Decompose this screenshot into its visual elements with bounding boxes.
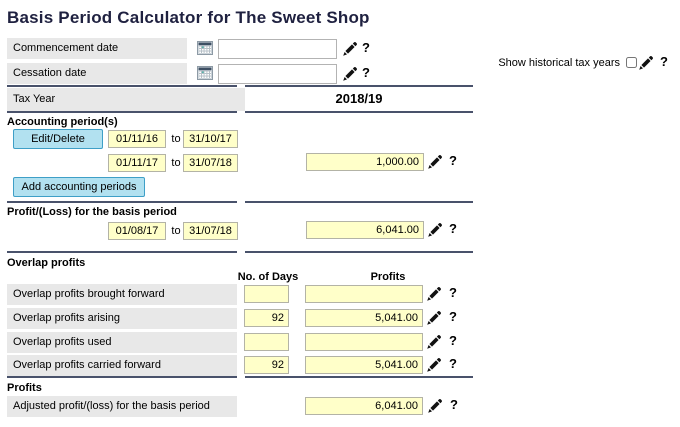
help-icon[interactable]: ?: [450, 397, 458, 412]
commencement-date-label: Commencement date: [7, 38, 187, 59]
divider: [245, 376, 473, 378]
divider: [7, 376, 237, 378]
overlap-days-input[interactable]: [244, 309, 289, 327]
to-label: to: [171, 225, 181, 237]
page-title: Basis Period Calculator for The Sweet Sh…: [7, 8, 370, 27]
help-icon[interactable]: ?: [449, 356, 457, 371]
divider: [7, 251, 237, 253]
divider: [245, 85, 473, 87]
calendar-icon[interactable]: [197, 41, 213, 55]
adjusted-profit-input[interactable]: [305, 397, 423, 415]
accounting-periods-heading: Accounting period(s): [7, 116, 118, 128]
edit-pencil-icon[interactable]: [427, 398, 443, 414]
show-historical-checkbox[interactable]: [626, 57, 637, 68]
basis-from-input[interactable]: [108, 222, 166, 240]
divider: [7, 111, 237, 113]
overlap-profits-input[interactable]: [305, 285, 423, 303]
overlap-profits-heading: Overlap profits: [7, 257, 86, 269]
overlap-days-input[interactable]: [244, 333, 289, 351]
divider: [245, 111, 473, 113]
calendar-icon[interactable]: [197, 66, 213, 80]
edit-pencil-icon[interactable]: [427, 154, 443, 170]
tax-year-value: 2018/19: [335, 91, 383, 106]
tax-year-label: Tax Year: [7, 88, 245, 111]
period-amount-input[interactable]: [306, 153, 424, 171]
period-from-input[interactable]: [108, 154, 166, 172]
help-icon[interactable]: ?: [449, 333, 457, 348]
basis-period-heading: Profit/(Loss) for the basis period: [7, 206, 177, 218]
divider: [245, 201, 473, 203]
basis-amount-input[interactable]: [306, 221, 424, 239]
help-icon[interactable]: ?: [362, 40, 370, 55]
edit-delete-button[interactable]: Edit/Delete: [13, 129, 103, 149]
divider: [245, 251, 473, 253]
overlap-row-label: Overlap profits brought forward: [7, 284, 237, 305]
overlap-profits-input[interactable]: [305, 333, 423, 351]
help-icon[interactable]: ?: [449, 221, 457, 236]
help-icon[interactable]: ?: [660, 54, 668, 69]
divider: [7, 201, 237, 203]
overlap-days-input[interactable]: [244, 285, 289, 303]
overlap-profits-input[interactable]: [305, 309, 423, 327]
overlap-row-label: Overlap profits carried forward: [7, 355, 237, 376]
to-label: to: [171, 133, 181, 145]
cessation-date-input[interactable]: [218, 64, 337, 84]
edit-pencil-icon[interactable]: [426, 310, 442, 326]
overlap-profits-input[interactable]: [305, 356, 423, 374]
edit-pencil-icon[interactable]: [427, 222, 443, 238]
edit-pencil-icon[interactable]: [342, 66, 358, 82]
cessation-date-label: Cessation date: [7, 63, 187, 84]
edit-pencil-icon[interactable]: [426, 334, 442, 350]
days-column-header: No. of Days: [237, 271, 299, 283]
edit-pencil-icon[interactable]: [426, 357, 442, 373]
overlap-row-label: Overlap profits used: [7, 332, 237, 353]
divider: [7, 85, 237, 87]
period-from-input[interactable]: [108, 130, 166, 148]
show-historical-label: Show historical tax years: [498, 57, 620, 69]
overlap-days-input[interactable]: [244, 356, 289, 374]
help-icon[interactable]: ?: [449, 285, 457, 300]
profits-column-header: Profits: [370, 271, 406, 283]
edit-pencil-icon[interactable]: [426, 286, 442, 302]
to-label: to: [171, 157, 181, 169]
period-to-input[interactable]: [183, 130, 238, 148]
commencement-date-input[interactable]: [218, 39, 337, 59]
help-icon[interactable]: ?: [362, 65, 370, 80]
help-icon[interactable]: ?: [449, 153, 457, 168]
edit-pencil-icon[interactable]: [638, 55, 654, 71]
overlap-row-label: Overlap profits arising: [7, 308, 237, 329]
period-to-input[interactable]: [183, 154, 238, 172]
edit-pencil-icon[interactable]: [342, 41, 358, 57]
adjusted-profit-label: Adjusted profit/(loss) for the basis per…: [7, 396, 237, 417]
profits-heading: Profits: [7, 382, 42, 394]
basis-to-input[interactable]: [183, 222, 238, 240]
help-icon[interactable]: ?: [449, 309, 457, 324]
add-accounting-periods-button[interactable]: Add accounting periods: [13, 177, 145, 197]
